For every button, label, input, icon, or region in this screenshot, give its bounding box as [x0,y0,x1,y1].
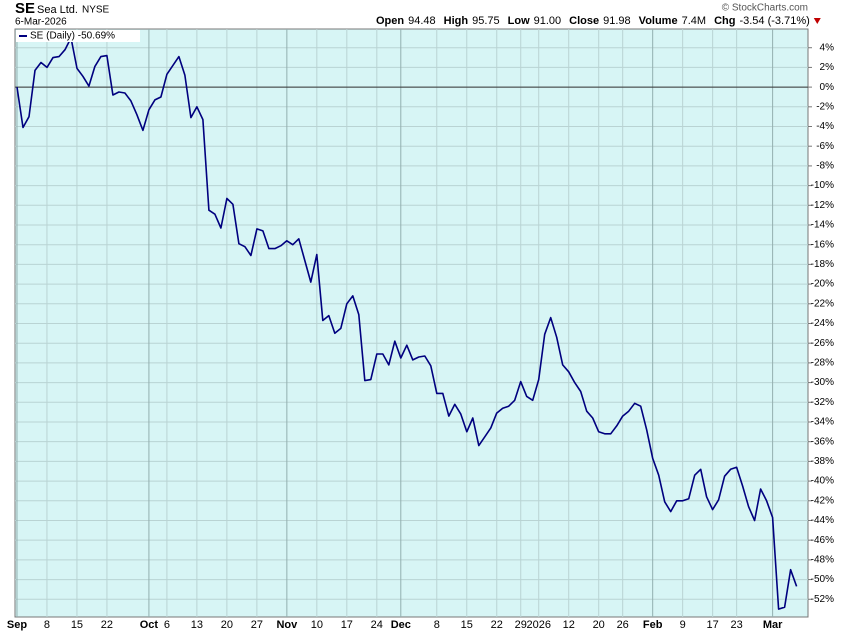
quote-label: Volume [639,15,678,27]
x-tick-label: 6 [164,619,170,631]
y-tick-label: -8% [816,161,834,172]
quote-value: 94.48 [408,15,436,27]
y-tick-label: -4% [816,121,834,132]
x-tick-label: 26 [617,619,629,631]
y-tick-label: -10% [811,180,834,191]
y-tick-label: -16% [811,239,834,250]
y-tick-label: -20% [811,279,834,290]
date: 6-Mar-2026 [15,17,67,28]
quote-value: 95.75 [472,15,500,27]
y-tick-label: -28% [811,358,834,369]
x-tick-label: 29 [515,619,527,631]
y-tick-label: 2% [820,62,835,73]
y-tick-label: -30% [811,377,834,388]
y-tick-label: -40% [811,476,834,487]
y-tick-label: -26% [811,338,834,349]
x-tick-label: 10 [311,619,323,631]
x-tick-label: Mar [763,619,783,631]
grid [15,29,812,617]
y-tick-label: -52% [811,594,834,605]
y-tick-label: -46% [811,535,834,546]
y-tick-label: -32% [811,397,834,408]
y-tick-label: -18% [811,259,834,270]
quote-value: -3.54 (-3.71%) [739,15,809,27]
x-tick-label: 23 [731,619,743,631]
legend-box [16,30,140,42]
y-tick-label: -22% [811,298,834,309]
quote-bar: Open 94.48 High 95.75 Low 91.00 Close 91.98 Volu… [376,15,821,27]
y-tick-label: -48% [811,555,834,566]
x-tick-label: Feb [643,619,663,631]
y-tick-label: -24% [811,318,834,329]
x-tick-label: 20 [593,619,605,631]
x-tick-label: 2026 [526,619,550,631]
symbol: SE [15,0,35,17]
down-arrow [813,18,821,24]
y-tick-label: -6% [816,141,834,152]
y-tick-label: -36% [811,436,834,447]
quote-value: 91.98 [603,15,631,27]
quote-label: High [444,15,469,27]
price-line [16,37,798,610]
y-tick-label: -38% [811,456,834,467]
y-tick-label: -44% [811,515,834,526]
x-tick-label: 17 [341,619,353,631]
x-tick-label: 24 [371,619,383,631]
quote-value: 91.00 [534,15,562,27]
source: © StockCharts.com [722,3,808,14]
x-tick-label: Sep [7,619,27,631]
company-name: Sea Ltd. [37,4,78,16]
legend-label: SE (Daily) -50.69% [30,31,115,42]
y-tick-label: -12% [811,200,834,211]
x-tick-label: 22 [101,619,113,631]
quote-label: Close [569,15,599,27]
x-tick-label: Dec [391,619,411,631]
x-tick-label: 12 [563,619,575,631]
quote-label: Low [508,15,530,27]
quote-value: 7.4M [682,15,706,27]
quote-label: Open [376,15,404,27]
x-tick-label: 20 [221,619,233,631]
y-tick-label: 0% [820,82,835,93]
x-tick-label: 27 [251,619,263,631]
x-tick-label: 22 [491,619,503,631]
x-tick-label: 17 [707,619,719,631]
exchange: NYSE [82,5,110,16]
y-tick-label: -14% [811,220,834,231]
quote-label: Chg [714,15,735,27]
x-tick-label: 15 [461,619,473,631]
x-tick-label: 9 [680,619,686,631]
y-tick-label: 4% [820,42,835,53]
y-tick-label: -34% [811,417,834,428]
x-tick-label: Oct [140,619,159,631]
x-tick-label: 8 [44,619,50,631]
marks [16,37,798,610]
x-tick-label: 13 [191,619,203,631]
y-tick-label: -42% [811,495,834,506]
x-tick-label: 15 [71,619,83,631]
y-tick-label: -2% [816,101,834,112]
x-tick-label: Nov [276,619,298,631]
y-tick-label: -50% [811,574,834,585]
x-tick-label: 8 [434,619,440,631]
